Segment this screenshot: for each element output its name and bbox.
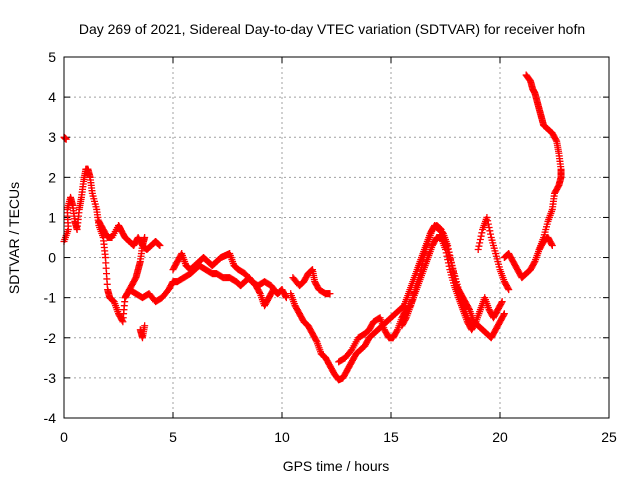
data-point-marker: [467, 320, 475, 328]
data-point-marker: [277, 286, 285, 294]
data-point-marker: [497, 299, 505, 307]
data-point-marker: [326, 290, 334, 298]
data-point-marker: [141, 234, 149, 241]
x-tick-label: 20: [492, 429, 508, 445]
data-point-marker: [476, 239, 484, 247]
data-point-marker: [484, 220, 492, 228]
data-point-marker: [474, 246, 482, 254]
y-ticks: -4 -3 -2 -1 0 1 2 3 4 5: [44, 49, 609, 426]
data-point-marker: [477, 232, 485, 240]
y-tick-label: 4: [48, 89, 56, 105]
y-tick-label: -2: [44, 330, 57, 346]
y-tick-label: -1: [44, 290, 57, 306]
x-axis-label: GPS time / hours: [283, 458, 390, 474]
data-point-marker: [551, 188, 559, 196]
y-tick-label: 5: [48, 49, 56, 65]
data-point-marker: [415, 274, 423, 282]
data-point-marker: [465, 304, 473, 312]
data-point-marker: [535, 246, 543, 254]
data-point-marker: [393, 327, 401, 335]
y-axis-label: SDTVAR / TECUs: [6, 182, 22, 294]
data-markers: [60, 71, 565, 384]
y-tick-label: 0: [48, 250, 56, 266]
data-point-marker: [548, 242, 556, 250]
data-point-marker: [500, 310, 508, 318]
data-point-marker: [141, 322, 149, 330]
data-point-marker: [486, 227, 494, 235]
x-tick-label: 15: [383, 429, 399, 445]
chart-title: Day 269 of 2021, Sidereal Day-to-day VTE…: [79, 21, 585, 37]
x-tick-label: 0: [60, 429, 68, 445]
data-point-marker: [498, 298, 506, 306]
y-tick-label: 1: [48, 209, 56, 225]
data-point-marker: [483, 213, 491, 221]
data-point-marker: [312, 336, 320, 344]
data-point-marker: [278, 286, 286, 294]
data-point-marker: [468, 322, 476, 330]
data-point-marker: [484, 217, 492, 225]
plot-frame: [63, 56, 610, 419]
data-point-marker: [500, 311, 508, 319]
data-point-marker: [478, 229, 486, 237]
data-point-marker: [417, 267, 425, 275]
data-point-marker: [308, 266, 316, 274]
data-point-marker: [505, 286, 513, 294]
data-point-marker: [530, 259, 538, 267]
data-point-marker: [154, 240, 162, 248]
data-point-marker: [416, 270, 424, 278]
x-tick-label: 10: [274, 429, 290, 445]
data-point-marker: [475, 242, 483, 250]
data-point-marker: [552, 136, 560, 144]
data-point-marker: [402, 315, 410, 323]
data-point-marker: [282, 292, 290, 300]
x-ticks: 0 5 10 15 20 25: [60, 57, 617, 445]
data-point-marker: [418, 260, 426, 268]
data-point-marker: [156, 242, 164, 250]
data-point-marker: [548, 240, 556, 248]
x-tick-label: 25: [601, 429, 617, 445]
data-point-marker: [418, 264, 426, 272]
data-point-marker: [155, 241, 163, 249]
y-tick-label: 2: [48, 169, 56, 185]
data-point-marker: [255, 288, 263, 296]
y-tick-label: -3: [44, 370, 57, 386]
x-tick-label: 5: [169, 429, 177, 445]
data-point-marker: [504, 284, 512, 292]
y-tick-label: 3: [48, 129, 56, 145]
data-point-marker: [485, 223, 493, 231]
y-tick-label: -4: [44, 410, 57, 426]
data-point-marker: [277, 287, 285, 295]
data-point-marker: [476, 236, 484, 244]
data-point-marker: [487, 230, 495, 238]
data-point-marker: [419, 257, 427, 265]
